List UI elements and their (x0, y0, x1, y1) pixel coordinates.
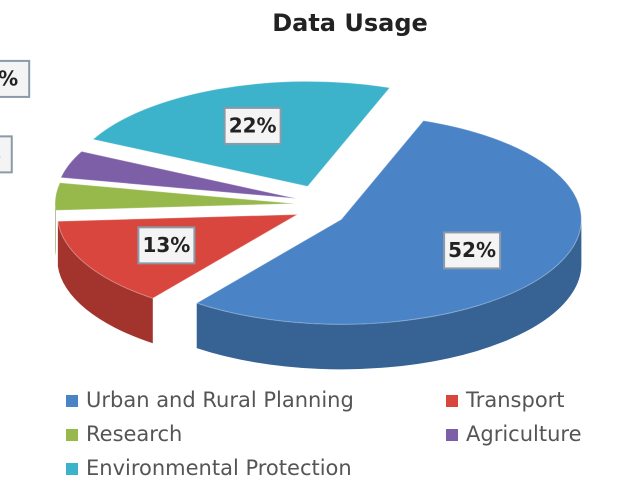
data-label: 22% (223, 106, 282, 145)
data-label: 4% (0, 135, 13, 174)
chart-title: Data Usage (272, 9, 428, 37)
data-label-text: 52% (448, 238, 496, 262)
legend-label: Environmental Protection (86, 456, 352, 480)
data-label-box (0, 59, 31, 98)
legend-label: Urban and Rural Planning (86, 388, 354, 412)
slice-side-shade (196, 219, 582, 370)
slice (60, 150, 297, 199)
data-label-box (0, 135, 13, 174)
data-label-text: 13% (142, 233, 190, 257)
slice-side (57, 221, 153, 344)
slice-side (196, 219, 582, 370)
legend-swatch (66, 463, 78, 475)
legend-label: Transport (465, 388, 565, 412)
legend-swatch (446, 429, 458, 441)
data-label-box (137, 226, 196, 265)
legend-label: Agriculture (466, 422, 582, 446)
legend-swatch (66, 395, 78, 407)
data-label: 13% (137, 226, 196, 265)
legend-label: Research (86, 422, 182, 446)
slice-side-shade (57, 221, 153, 344)
data-label-text: 22% (229, 113, 277, 137)
legend-swatch (446, 395, 458, 407)
slice (54, 182, 296, 211)
data-label-box (223, 106, 282, 145)
legend-swatch (66, 429, 78, 441)
data-label-text: 4% (0, 66, 18, 90)
data-label: 52% (443, 231, 502, 270)
slice (195, 120, 582, 325)
data-label-text: 4% (0, 142, 1, 166)
data-label: 4% (0, 59, 31, 98)
data-label-box (443, 231, 502, 270)
